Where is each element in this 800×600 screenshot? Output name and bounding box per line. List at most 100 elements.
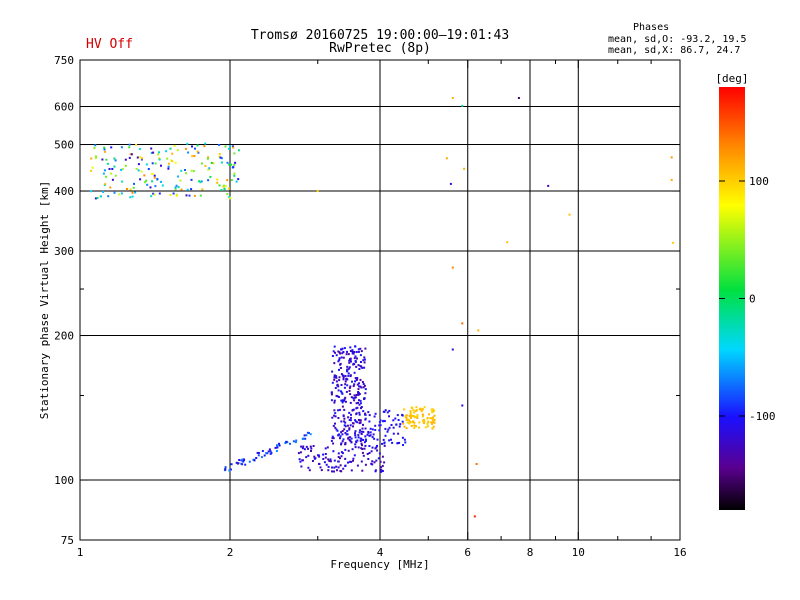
data-point	[337, 396, 340, 398]
data-point	[410, 416, 412, 419]
data-point	[152, 151, 155, 154]
data-point	[347, 461, 349, 464]
data-point	[368, 420, 371, 423]
data-point	[361, 448, 364, 450]
data-point	[360, 433, 363, 435]
data-point	[300, 465, 303, 468]
data-point	[177, 186, 180, 189]
data-point	[547, 184, 550, 187]
data-point	[149, 186, 152, 189]
data-point	[373, 415, 376, 418]
data-point	[342, 376, 345, 379]
data-point	[344, 396, 347, 399]
data-point	[335, 375, 338, 378]
data-point	[207, 179, 210, 182]
data-point	[346, 378, 349, 381]
data-point	[342, 438, 345, 441]
data-point	[363, 397, 366, 400]
data-point	[140, 158, 143, 161]
data-point	[342, 467, 345, 470]
data-point	[387, 428, 390, 431]
data-point	[360, 430, 363, 433]
data-point	[235, 461, 238, 464]
data-point	[305, 456, 308, 459]
data-point	[517, 97, 520, 99]
data-point	[388, 409, 391, 412]
data-point	[330, 391, 333, 394]
data-point	[379, 424, 382, 427]
data-point	[318, 455, 321, 458]
data-point	[420, 409, 423, 412]
data-point	[267, 450, 270, 453]
data-point	[358, 411, 361, 414]
data-point	[203, 145, 206, 148]
data-point	[255, 457, 258, 459]
data-point	[191, 145, 193, 148]
data-point	[379, 460, 382, 463]
data-point	[359, 429, 361, 432]
data-point	[353, 454, 356, 457]
data-point	[397, 419, 400, 421]
data-point	[309, 433, 312, 436]
data-point	[394, 417, 397, 420]
data-point	[373, 437, 376, 440]
data-point	[113, 157, 116, 160]
data-point	[363, 358, 366, 361]
data-point	[226, 161, 229, 164]
data-point	[139, 178, 142, 181]
data-point	[232, 146, 235, 149]
data-point	[171, 160, 174, 163]
data-point	[351, 350, 354, 353]
data-point	[381, 464, 384, 467]
data-point	[404, 414, 407, 417]
data-point	[223, 187, 226, 190]
data-point	[114, 174, 117, 177]
data-point	[413, 421, 416, 424]
data-point	[312, 445, 315, 447]
data-point	[153, 193, 156, 196]
data-point	[313, 457, 316, 460]
data-point	[113, 191, 116, 194]
data-point	[374, 424, 377, 427]
data-point	[379, 419, 382, 422]
data-point	[362, 410, 365, 413]
data-point	[449, 182, 452, 185]
data-point	[107, 195, 110, 198]
data-point	[340, 420, 343, 423]
data-point	[327, 458, 330, 461]
data-point	[354, 360, 357, 363]
data-point	[207, 168, 210, 171]
data-point	[236, 462, 239, 465]
data-point	[348, 411, 351, 414]
data-point	[335, 380, 338, 383]
data-point	[103, 169, 106, 172]
data-point	[292, 440, 295, 443]
data-point	[368, 414, 371, 417]
data-point	[167, 162, 170, 165]
data-point	[335, 465, 338, 468]
data-point	[353, 371, 356, 374]
data-point	[105, 158, 108, 161]
data-point	[378, 452, 381, 455]
data-point	[342, 356, 345, 359]
data-point	[319, 466, 322, 469]
data-point	[257, 452, 260, 454]
data-point	[344, 380, 347, 383]
data-point	[338, 368, 340, 371]
data-point	[207, 156, 210, 159]
data-point	[308, 432, 310, 434]
data-point	[252, 458, 255, 461]
data-point	[224, 185, 227, 188]
data-point	[388, 439, 391, 442]
data-point	[348, 386, 351, 389]
data-point	[506, 241, 509, 244]
data-point	[424, 426, 427, 429]
data-point	[337, 350, 340, 353]
data-point	[358, 399, 360, 402]
data-point	[327, 469, 330, 472]
data-point	[341, 392, 344, 395]
data-point	[337, 389, 340, 392]
data-point	[261, 450, 264, 452]
data-point	[192, 170, 195, 173]
data-point	[158, 192, 161, 195]
